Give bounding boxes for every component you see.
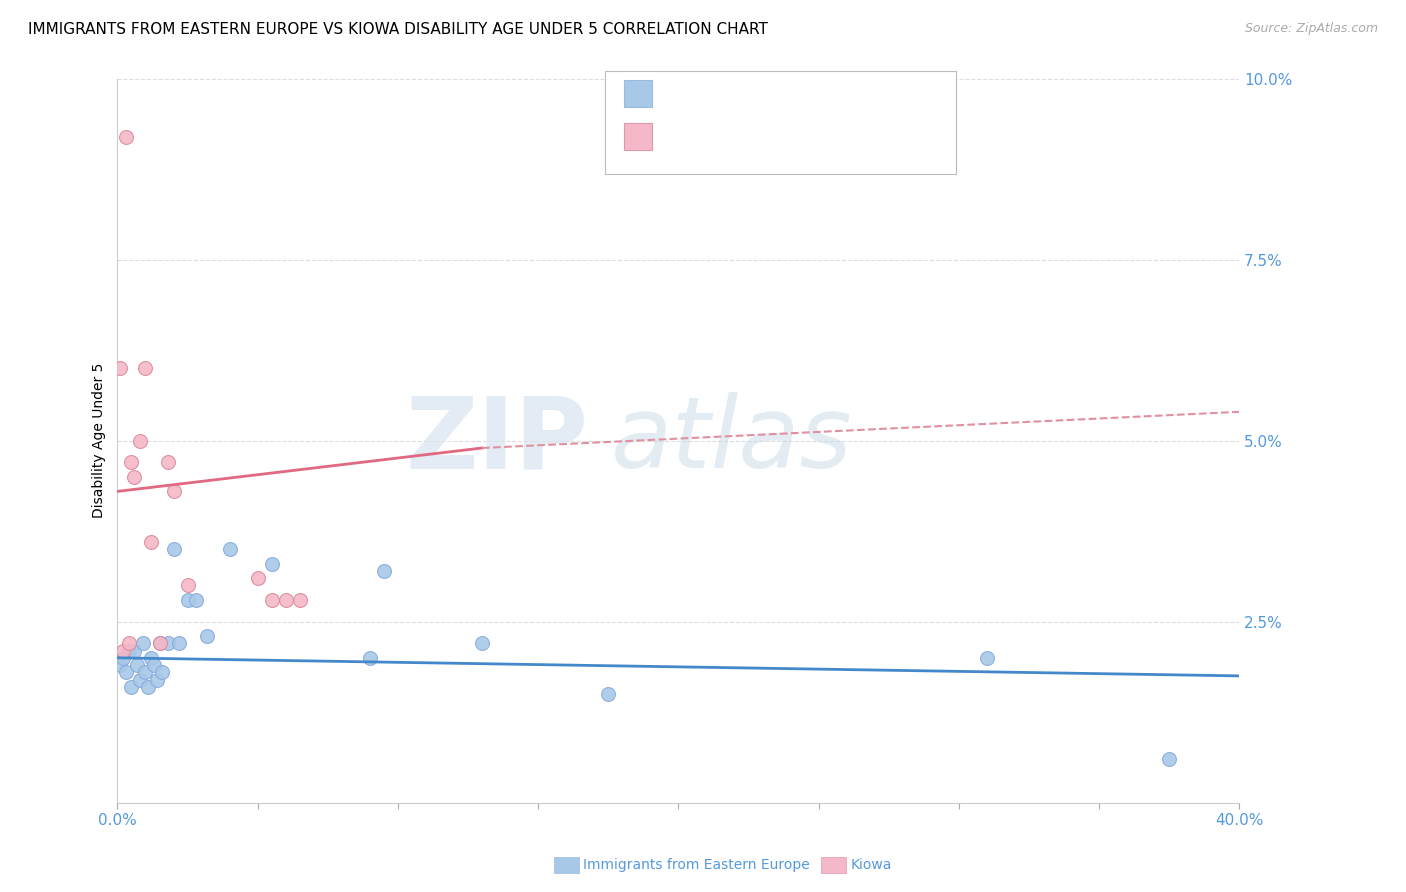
Point <box>162 484 184 499</box>
Point <box>260 593 283 607</box>
Point <box>136 680 159 694</box>
Point <box>125 658 148 673</box>
Point <box>118 636 141 650</box>
Point <box>122 643 145 657</box>
Point <box>976 650 998 665</box>
Point <box>115 129 138 144</box>
Point <box>598 687 620 701</box>
Point <box>246 571 269 585</box>
Point <box>274 593 297 607</box>
Point <box>110 361 132 376</box>
Point <box>122 470 145 484</box>
Point <box>150 665 173 680</box>
Point <box>134 361 156 376</box>
Point <box>121 680 143 694</box>
Text: Immigrants from Eastern Europe: Immigrants from Eastern Europe <box>583 858 810 872</box>
Point <box>471 636 494 650</box>
Point <box>184 593 207 607</box>
Point <box>195 629 218 643</box>
Point <box>112 643 135 657</box>
Point <box>139 650 162 665</box>
Point <box>373 564 395 578</box>
Text: Kiowa: Kiowa <box>851 858 891 872</box>
Point <box>176 593 198 607</box>
Point <box>176 578 198 592</box>
Point <box>156 455 179 469</box>
Point <box>162 542 184 557</box>
Point <box>167 636 190 650</box>
Point <box>145 673 167 687</box>
Point <box>288 593 311 607</box>
Point <box>128 673 150 687</box>
Point <box>260 557 283 571</box>
Point <box>128 434 150 448</box>
Point <box>142 658 165 673</box>
Point <box>118 643 141 657</box>
Point <box>139 535 162 549</box>
Text: IMMIGRANTS FROM EASTERN EUROPE VS KIOWA DISABILITY AGE UNDER 5 CORRELATION CHART: IMMIGRANTS FROM EASTERN EUROPE VS KIOWA … <box>28 22 768 37</box>
Point <box>131 636 153 650</box>
Point <box>148 636 170 650</box>
Point <box>156 636 179 650</box>
Point <box>112 650 135 665</box>
Point <box>1159 752 1181 766</box>
Point <box>110 658 132 673</box>
Point <box>359 650 381 665</box>
Text: atlas: atlas <box>612 392 852 489</box>
Text: Source: ZipAtlas.com: Source: ZipAtlas.com <box>1244 22 1378 36</box>
Point <box>121 455 143 469</box>
Text: ZIP: ZIP <box>406 392 589 489</box>
Point <box>115 665 138 680</box>
Point <box>148 636 170 650</box>
Text: R = -0.099   N = 30: R = -0.099 N = 30 <box>662 86 852 103</box>
Point <box>218 542 240 557</box>
Point <box>134 665 156 680</box>
Y-axis label: Disability Age Under 5: Disability Age Under 5 <box>93 363 107 518</box>
Text: R =  0.080   N = 17: R = 0.080 N = 17 <box>662 128 852 146</box>
